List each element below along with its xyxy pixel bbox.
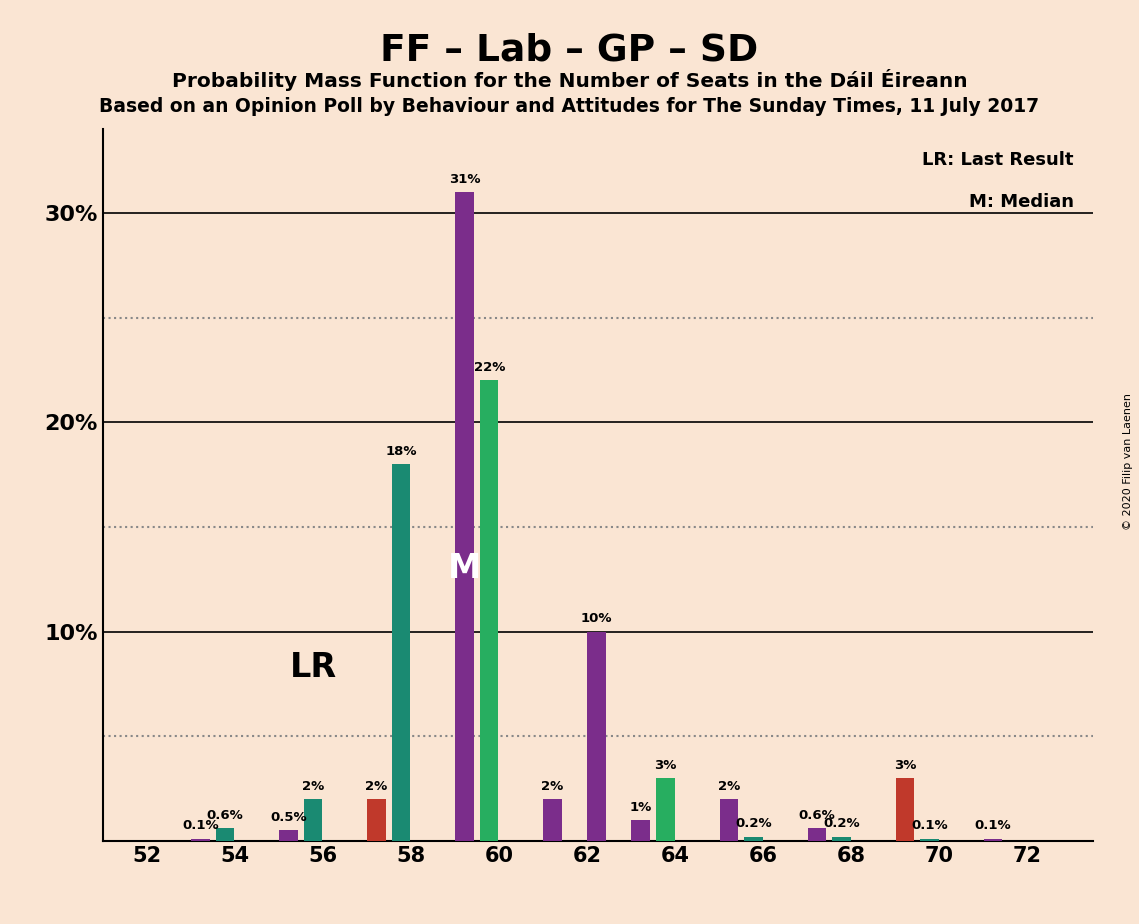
Text: Probability Mass Function for the Number of Seats in the Dáil Éireann: Probability Mass Function for the Number…: [172, 69, 967, 91]
Bar: [480, 381, 499, 841]
Bar: [744, 836, 763, 841]
Text: 0.1%: 0.1%: [975, 820, 1011, 833]
Bar: [720, 799, 738, 841]
Text: 31%: 31%: [449, 173, 481, 186]
Text: 3%: 3%: [654, 759, 677, 772]
Bar: [808, 828, 826, 841]
Text: FF – Lab – GP – SD: FF – Lab – GP – SD: [380, 32, 759, 68]
Text: 2%: 2%: [718, 780, 740, 793]
Bar: [215, 828, 235, 841]
Text: 1%: 1%: [630, 800, 652, 814]
Text: 0.1%: 0.1%: [182, 820, 219, 833]
Text: 22%: 22%: [474, 361, 505, 374]
Text: LR: LR: [290, 650, 337, 684]
Text: M: M: [448, 552, 481, 585]
Bar: [543, 799, 562, 841]
Bar: [279, 831, 297, 841]
Bar: [920, 839, 939, 841]
Text: 18%: 18%: [385, 444, 417, 458]
Bar: [191, 839, 210, 841]
Text: 0.5%: 0.5%: [270, 811, 306, 824]
Text: 2%: 2%: [366, 780, 387, 793]
Bar: [367, 799, 386, 841]
Text: © 2020 Filip van Laenen: © 2020 Filip van Laenen: [1123, 394, 1132, 530]
Text: 0.6%: 0.6%: [798, 809, 835, 822]
Text: M: Median: M: Median: [968, 193, 1074, 212]
Bar: [631, 820, 650, 841]
Text: 0.2%: 0.2%: [823, 818, 860, 831]
Bar: [895, 778, 915, 841]
Text: 0.6%: 0.6%: [206, 809, 244, 822]
Text: 10%: 10%: [581, 613, 613, 626]
Bar: [304, 799, 322, 841]
Text: 0.2%: 0.2%: [735, 818, 772, 831]
Text: Based on an Opinion Poll by Behaviour and Attitudes for The Sunday Times, 11 Jul: Based on an Opinion Poll by Behaviour an…: [99, 97, 1040, 116]
Bar: [833, 836, 851, 841]
Bar: [456, 192, 474, 841]
Text: 3%: 3%: [894, 759, 916, 772]
Bar: [656, 778, 674, 841]
Text: 0.1%: 0.1%: [911, 820, 948, 833]
Bar: [392, 464, 410, 841]
Text: LR: Last Result: LR: Last Result: [923, 151, 1074, 169]
Bar: [984, 839, 1002, 841]
Bar: [588, 632, 606, 841]
Text: 2%: 2%: [302, 780, 325, 793]
Text: 2%: 2%: [541, 780, 564, 793]
